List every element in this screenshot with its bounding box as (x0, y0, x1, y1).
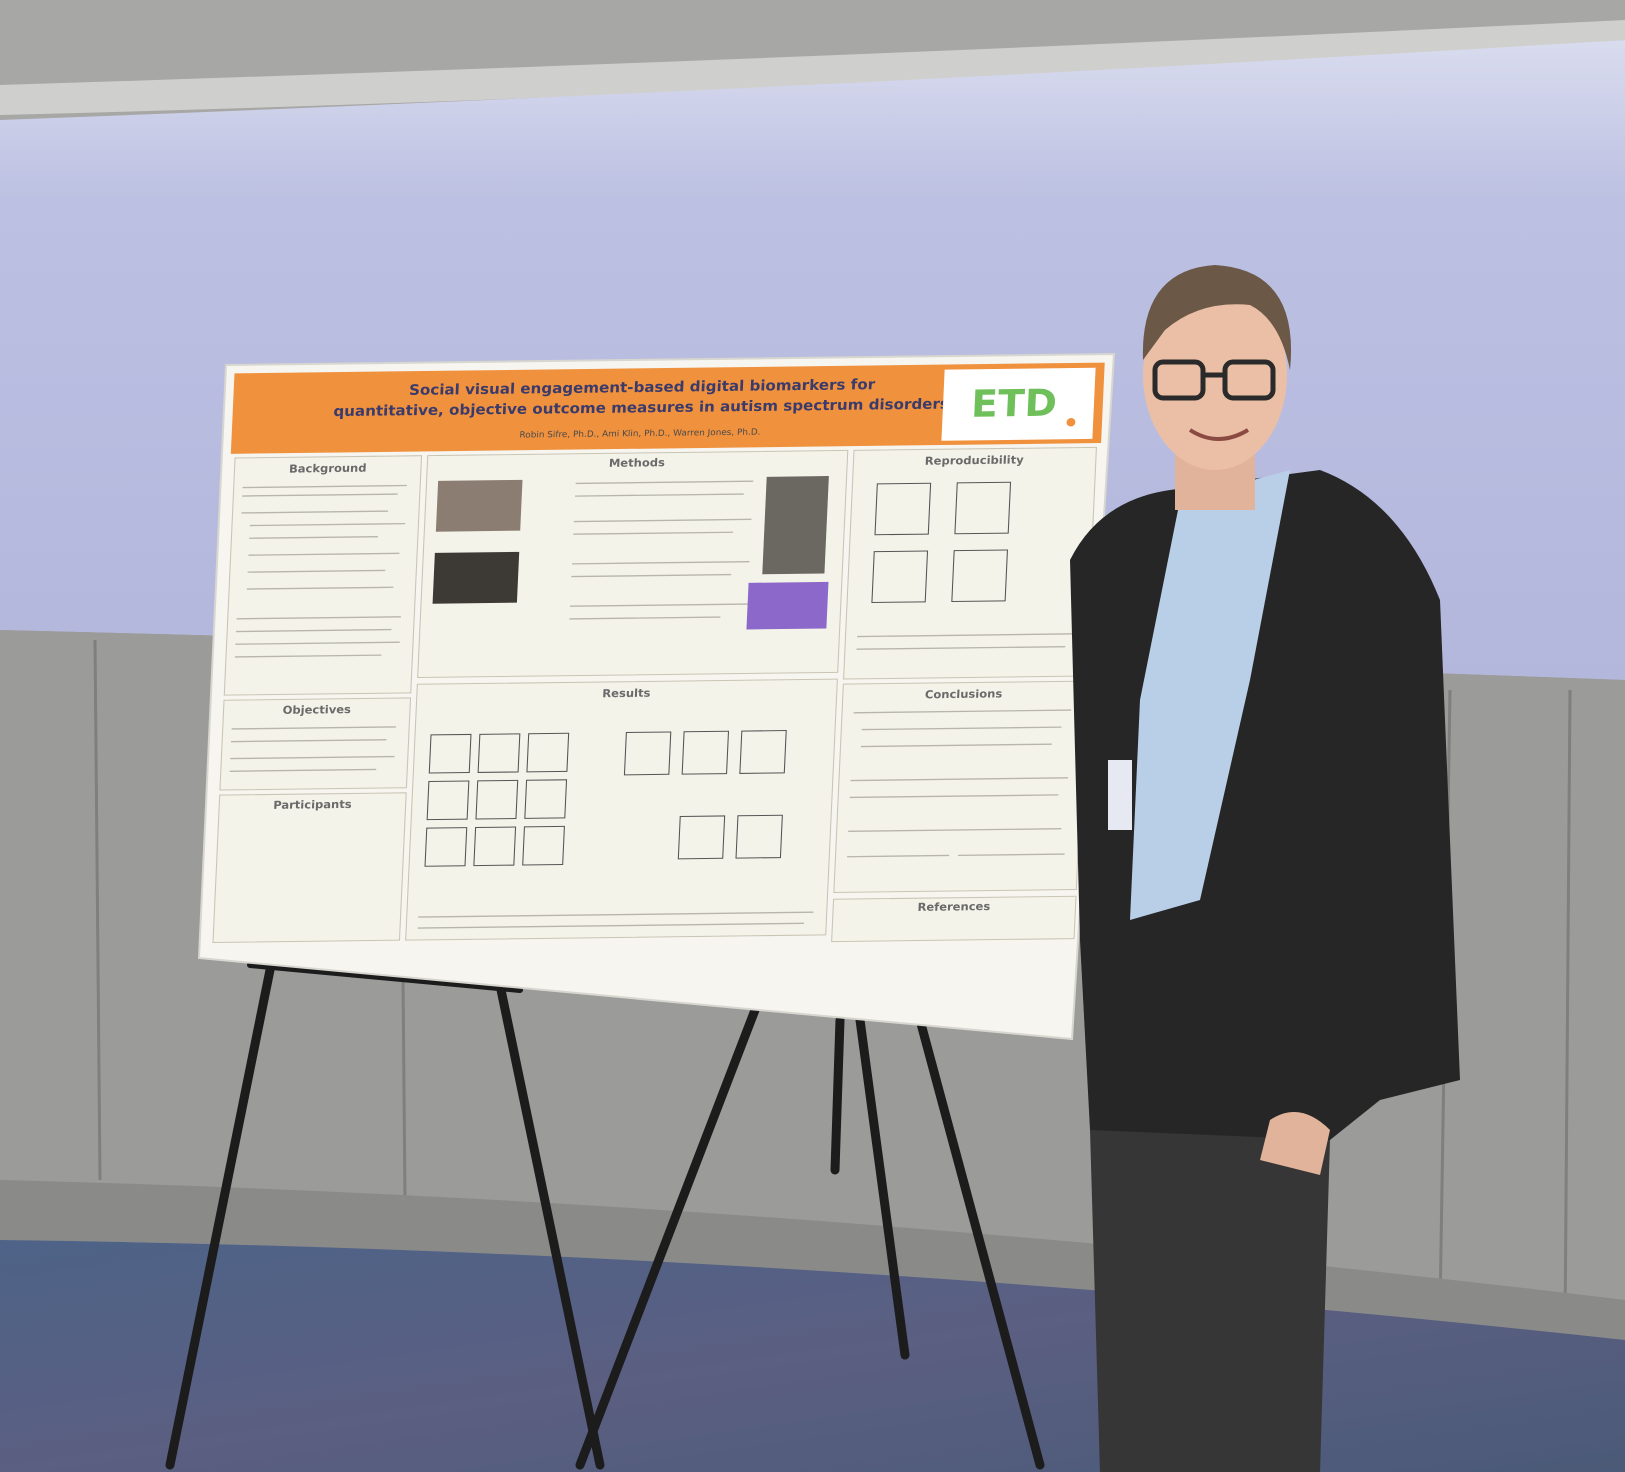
methods-frames (762, 476, 829, 575)
logo-box (941, 367, 1096, 441)
section-title: Methods (609, 456, 666, 469)
section-box (417, 449, 849, 679)
methods-photo (435, 479, 523, 532)
poster-header (230, 362, 1105, 454)
person (1070, 265, 1460, 1472)
ceiling-edge (0, 20, 1625, 115)
methods-photo (432, 551, 520, 604)
section-title: Participants (273, 798, 352, 812)
poster: Social visual engagement-based digital b… (212, 362, 1105, 944)
poster-title: Social visual engagement-based digital b… (409, 376, 876, 398)
scatter-plots (424, 481, 1012, 867)
logo: ETD (970, 382, 1058, 426)
section-box (219, 697, 412, 791)
section-title: Reproducibility (925, 454, 1025, 468)
poster-authors: Robin Sifre, Ph.D., Ami Klin, Ph.D., War… (519, 428, 760, 441)
easel (165, 962, 1045, 1470)
section-box (831, 895, 1077, 943)
logo-dot (1066, 418, 1076, 427)
section-title: Conclusions (925, 688, 1003, 702)
section-box (405, 678, 838, 941)
section-box (212, 792, 407, 944)
section-box (843, 446, 1097, 680)
section-title: Objectives (282, 703, 351, 717)
section-title: References (917, 900, 991, 914)
section-box (223, 455, 423, 696)
section-title: Background (289, 462, 367, 476)
section-title: Results (602, 687, 651, 700)
body-text (229, 480, 1075, 929)
methods-graphic (746, 581, 829, 630)
